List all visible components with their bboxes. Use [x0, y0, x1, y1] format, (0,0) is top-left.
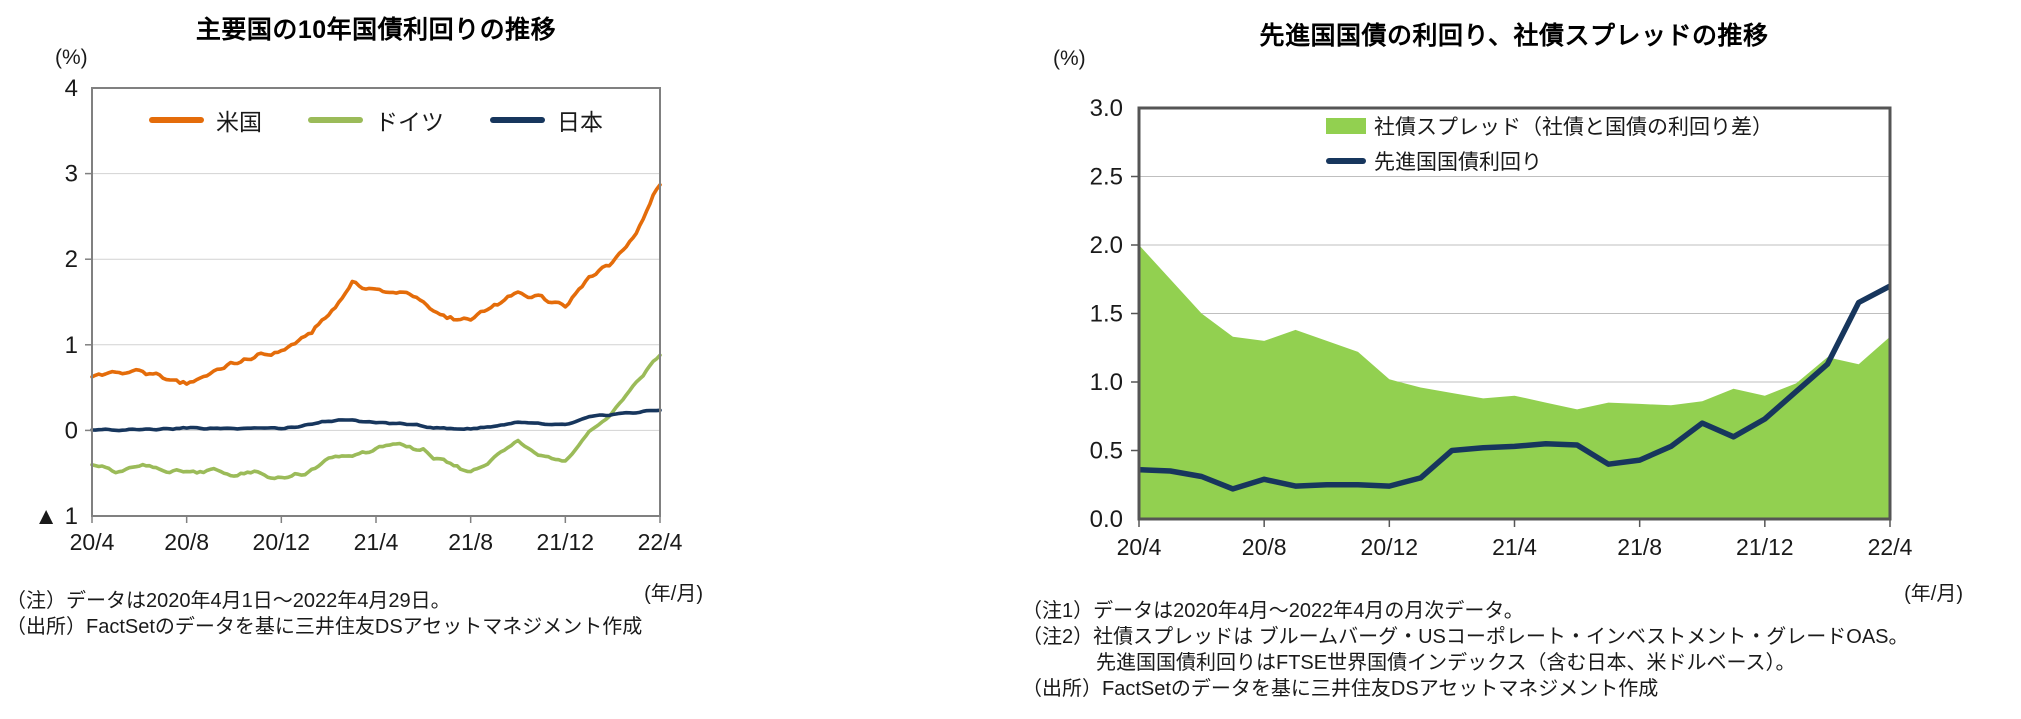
- y-tick-label: 1.0: [1090, 369, 1123, 396]
- right-x-axis-unit: (年/月): [1904, 583, 1963, 605]
- left-source-line: （出所）FactSetのデータを基に三井住友DSアセットマネジメント作成: [6, 616, 643, 638]
- y-tick-label: 3: [65, 161, 78, 188]
- legend-item-germany: ドイツ: [308, 103, 444, 137]
- right-note2-continuation-line: 先進国国債利回りはFTSE世界国債インデックス（含む日本、米ドルベース）。: [1096, 652, 1796, 674]
- legend-item-gov-yield: 先進国国債利回り: [1326, 146, 1773, 176]
- legend-label-us: 米国: [216, 109, 262, 135]
- legend-item-japan: 日本: [490, 103, 603, 137]
- legend-label-corporate-spread: 社債スプレッド（社債と国債の利回り差）: [1374, 116, 1773, 139]
- right-y-axis-unit: (%): [1053, 47, 1086, 70]
- y-tick-label: 0: [65, 417, 78, 444]
- x-tick-label: 20/12: [1361, 534, 1419, 560]
- right-chart-notes: （注1）データは2020年4月～2022年4月の月次データ。 （注2）社債スプレ…: [1022, 598, 1909, 702]
- left-chart-panel: 主要国の10年国債利回りの推移 (%) 4 3 2 1 0 ▲ 1 20/4 20/8 20/1…: [0, 0, 740, 719]
- us-line-swatch-icon: [149, 117, 204, 123]
- left-y-axis-unit: (%): [55, 46, 88, 69]
- y-tick-label: 1.5: [1090, 301, 1123, 328]
- legend-item-corporate-spread: 社債スプレッド（社債と国債の利回り差）: [1326, 111, 1773, 141]
- x-tick-label: 21/12: [537, 529, 595, 555]
- right-note2-line: （注2）社債スプレッドは ブルームバーグ・USコーポレート・インベストメント・グ…: [1022, 626, 1909, 648]
- legend-label-japan: 日本: [557, 109, 603, 135]
- left-chart-notes: （注）データは2020年4月1日～2022年4月29日。 （出所）FactSet…: [6, 588, 642, 640]
- legend-item-us: 米国: [149, 103, 262, 137]
- right-plot-area: 3.0 2.5 2.0 1.5 1.0 0.5 0.020/4 20/8 20/12 21/4 21…: [1090, 95, 1913, 560]
- x-tick-label: 20/12: [253, 529, 311, 555]
- series-line-us: [90, 183, 662, 386]
- y-tick-label: 2.0: [1090, 232, 1123, 259]
- x-tick-label: 21/12: [1736, 534, 1794, 560]
- x-tick-label: 21/8: [1617, 534, 1662, 560]
- x-tick-label: 22/4: [1868, 534, 1913, 560]
- series-line-japan: [90, 408, 662, 433]
- japan-line-swatch-icon: [490, 117, 545, 123]
- x-tick-label: 20/8: [1242, 534, 1287, 560]
- left-chart-legend: 米国 ドイツ 日本: [92, 103, 660, 137]
- y-tick-label: 3.0: [1090, 95, 1123, 122]
- corporate-spread-swatch-icon: [1326, 118, 1366, 134]
- left-chart-title: 主要国の10年国債利回りの推移: [195, 16, 557, 44]
- y-tick-label: 0.0: [1090, 506, 1123, 533]
- right-source-line: （出所）FactSetのデータを基に三井住友DSアセットマネジメント作成: [1022, 678, 1659, 700]
- y-tick-label: 1: [65, 332, 78, 359]
- series-line-gov-yield: [1138, 283, 1892, 492]
- legend-label-gov-yield: 先進国国債利回り: [1374, 151, 1542, 174]
- x-tick-label: 21/8: [448, 529, 493, 555]
- gov-yield-line-swatch-icon: [1326, 158, 1366, 164]
- right-chart-panel: 先進国国債の利回り、社債スプレッドの推移 (%) 3.0 2.5 2.0 1.5 1.0…: [1020, 0, 2021, 719]
- left-x-axis-unit: (年/月): [644, 583, 703, 605]
- y-tick-label: ▲ 1: [34, 503, 78, 530]
- right-chart-legend: 社債スプレッド（社債と国債の利回り差） 先進国国債利回り: [1326, 111, 1773, 176]
- x-tick-label: 21/4: [354, 529, 399, 555]
- x-tick-label: 22/4: [638, 529, 683, 555]
- x-tick-label: 20/8: [164, 529, 209, 555]
- series-line-germany: [90, 353, 662, 481]
- legend-label-germany: ドイツ: [375, 109, 444, 135]
- x-tick-label: 20/4: [1117, 534, 1162, 560]
- y-tick-label: 2: [65, 246, 78, 273]
- y-tick-label: 2.5: [1090, 164, 1123, 191]
- right-chart-title: 先進国国債の利回り、社債スプレッドの推移: [1259, 22, 1769, 50]
- left-plot-area: 4 3 2 1 0 ▲ 120/4 20/8 20/12 21/4 21/8 21/12 22/4: [34, 75, 682, 555]
- x-tick-label: 20/4: [70, 529, 115, 555]
- right-note1-line: （注1）データは2020年4月～2022年4月の月次データ。: [1022, 600, 1524, 622]
- series-area-corporate-spread: [1139, 245, 1890, 519]
- left-note-line: （注）データは2020年4月1日～2022年4月29日。: [6, 590, 451, 612]
- x-tick-label: 21/4: [1492, 534, 1537, 560]
- y-tick-label: 4: [65, 75, 78, 102]
- y-tick-label: 0.5: [1090, 438, 1123, 465]
- germany-line-swatch-icon: [308, 117, 363, 123]
